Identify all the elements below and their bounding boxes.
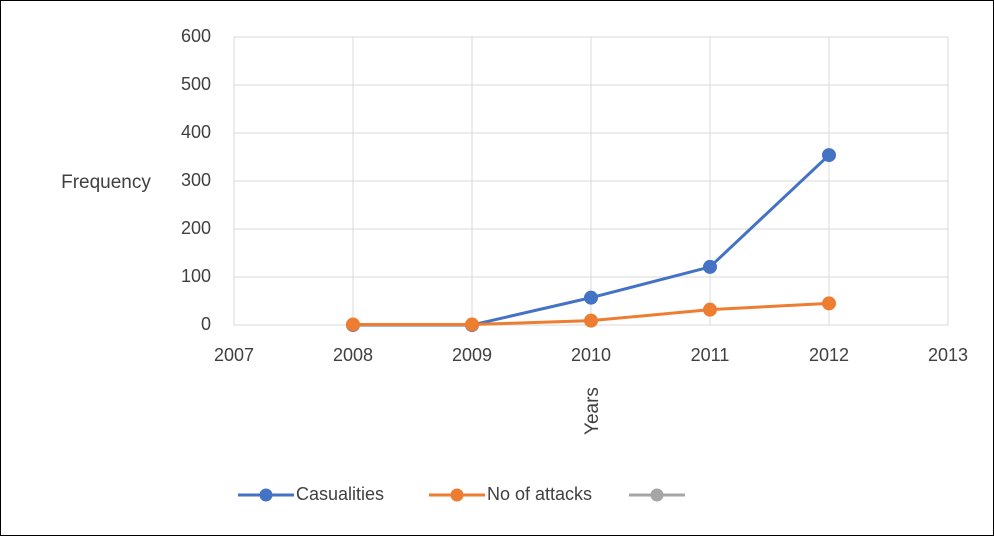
data-point [584,290,598,305]
data-point [703,302,717,317]
data-point [346,317,360,332]
y-tick-label: 300 [181,170,211,190]
legend-marker [259,488,273,502]
y-tick-label: 0 [201,314,211,334]
data-point [465,317,479,332]
legend-marker [650,488,664,502]
x-tick-label: 2010 [571,345,611,365]
legend-label: No of attacks [487,484,592,504]
data-point [822,148,836,163]
y-tick-label: 400 [181,122,211,142]
gridlines [233,36,949,326]
x-tick-label: 2007 [214,345,254,365]
legend-marker [450,488,464,502]
x-tick-label: 2013 [928,345,968,365]
y-tick-label: 500 [181,74,211,94]
legend: Casualities No of attacks [238,484,685,504]
data-point [822,296,836,311]
x-axis-label: Years [582,387,603,435]
legend-label: Casualities [296,484,384,504]
x-tick-label: 2011 [691,345,730,365]
series-lines [346,148,836,332]
axis-ticks: 0 100 200 300 400 500 600 2007 2008 2009 2010 2011 2… [181,26,968,365]
x-tick-label: 2012 [809,345,849,365]
data-point [584,313,598,328]
y-axis-label: Frequency [61,172,151,193]
x-tick-label: 2008 [333,345,373,365]
x-tick-label: 2009 [452,345,492,365]
y-tick-label: 200 [181,218,211,238]
y-tick-label: 600 [181,26,211,46]
y-tick-label: 100 [181,266,211,286]
data-point [703,259,717,274]
